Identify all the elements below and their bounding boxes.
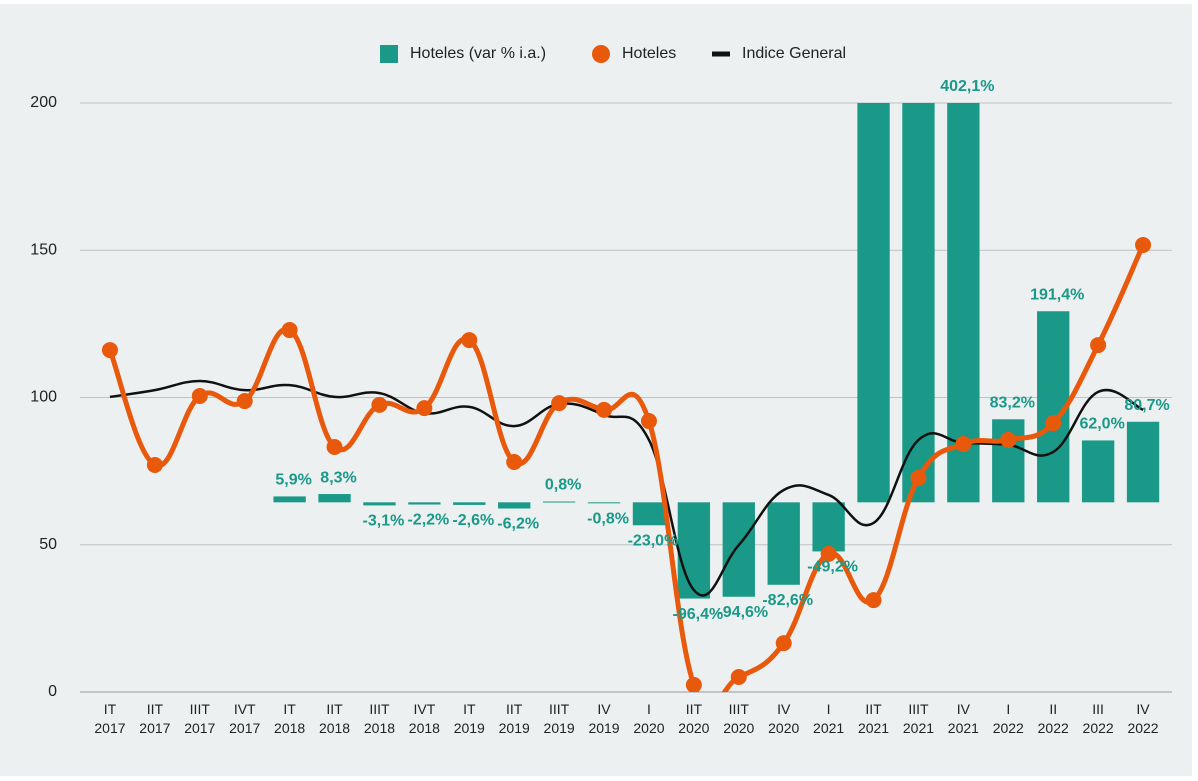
x-tick-label: IIIT 2017 xyxy=(184,701,215,736)
bar xyxy=(677,502,711,599)
x-tick-label: IIIT 2020 xyxy=(723,701,754,736)
bar xyxy=(1126,421,1160,503)
x-tick-label: I 2022 xyxy=(993,701,1024,736)
data-label: -96,4% xyxy=(673,606,724,623)
point xyxy=(326,438,343,455)
data-label: 191,4% xyxy=(1030,286,1084,303)
point xyxy=(910,469,927,486)
bar xyxy=(318,494,351,503)
y-tick-label: 0 xyxy=(48,683,57,700)
point xyxy=(1135,236,1152,253)
data-label: 62,0% xyxy=(1079,416,1124,433)
x-tick-label: IV 2022 xyxy=(1127,701,1158,736)
legend-label: Hoteles (var % i.a.) xyxy=(410,45,546,62)
bar xyxy=(363,502,396,506)
point xyxy=(596,401,613,418)
x-tick-label: IIT 2018 xyxy=(319,701,350,736)
bar xyxy=(498,502,531,509)
legend-swatch xyxy=(712,51,730,57)
bar xyxy=(947,103,980,503)
point xyxy=(955,436,972,453)
x-tick-label: IVT 2017 xyxy=(229,701,260,736)
point xyxy=(640,413,657,430)
data-label: -2,6% xyxy=(452,512,494,529)
x-tick-label: IV 2021 xyxy=(948,701,979,736)
y-tick-label: 50 xyxy=(39,536,57,553)
data-label: 8,3% xyxy=(320,469,356,486)
data-label: -6,2% xyxy=(497,516,539,533)
point xyxy=(820,545,837,562)
legend-label: Hoteles xyxy=(622,45,676,62)
data-label: 80,7% xyxy=(1124,397,1169,414)
bar xyxy=(453,502,486,505)
data-label: -49,2% xyxy=(807,559,858,576)
x-tick-label: IIIT 2018 xyxy=(364,701,395,736)
bar xyxy=(902,103,935,503)
point xyxy=(865,592,882,609)
x-tick-label: I 2020 xyxy=(633,701,664,736)
bar xyxy=(812,502,845,552)
point xyxy=(236,393,253,410)
x-tick-label: IT 2017 xyxy=(94,701,125,736)
legend-label: Indice General xyxy=(742,45,846,62)
legend-swatch xyxy=(380,45,398,63)
x-tick-label: III 2022 xyxy=(1083,701,1114,736)
data-label: -82,6% xyxy=(762,592,813,609)
x-tick-label: I 2021 xyxy=(813,701,844,736)
point xyxy=(1090,337,1107,354)
point xyxy=(146,456,163,473)
legend-swatch xyxy=(592,45,610,63)
data-label: -23,0% xyxy=(628,533,679,550)
point xyxy=(730,668,747,685)
point xyxy=(775,635,792,652)
x-tick-label: IV 2020 xyxy=(768,701,799,736)
bar xyxy=(992,419,1025,503)
x-tick-label: IT 2019 xyxy=(454,701,485,736)
point xyxy=(551,395,568,412)
point xyxy=(1045,415,1062,432)
data-label: 402,1% xyxy=(940,78,994,95)
bar xyxy=(767,502,800,585)
point xyxy=(506,453,523,470)
x-tick-label: IT 2018 xyxy=(274,701,305,736)
bar xyxy=(273,496,306,503)
bar xyxy=(632,502,666,526)
point xyxy=(461,332,478,349)
x-tick-label: IIT 2020 xyxy=(678,701,709,736)
data-label: -2,2% xyxy=(407,512,449,529)
background xyxy=(0,4,1192,776)
point xyxy=(101,342,118,359)
x-tick-label: IIIT 2019 xyxy=(544,701,575,736)
point xyxy=(191,388,208,405)
point xyxy=(416,400,433,417)
point xyxy=(1000,431,1017,448)
plot-area xyxy=(101,103,1160,692)
point xyxy=(371,396,388,413)
data-label: -94,6% xyxy=(717,604,768,621)
data-label: 83,2% xyxy=(990,394,1035,411)
bar xyxy=(1081,440,1115,503)
x-tick-label: IIIT 2021 xyxy=(903,701,934,736)
x-tick-label: IIT 2021 xyxy=(858,701,889,736)
y-tick-label: 200 xyxy=(30,94,57,111)
bar xyxy=(722,502,755,597)
point xyxy=(281,322,298,339)
data-label: -0,8% xyxy=(587,510,629,527)
x-tick-label: IIT 2017 xyxy=(139,701,170,736)
data-label: 5,9% xyxy=(275,472,311,489)
bar xyxy=(408,502,441,505)
y-tick-label: 150 xyxy=(30,241,57,258)
bar xyxy=(587,502,621,504)
y-tick-label: 100 xyxy=(30,389,57,406)
point xyxy=(685,676,702,692)
x-tick-label: IV 2019 xyxy=(588,701,619,736)
bar xyxy=(542,501,576,503)
x-tick-label: IIT 2019 xyxy=(499,701,530,736)
x-tick-label: IVT 2018 xyxy=(409,701,440,736)
bar xyxy=(857,103,890,503)
data-label: 0,8% xyxy=(545,477,581,494)
data-label: -3,1% xyxy=(363,513,405,530)
x-tick-label: II 2022 xyxy=(1038,701,1069,736)
